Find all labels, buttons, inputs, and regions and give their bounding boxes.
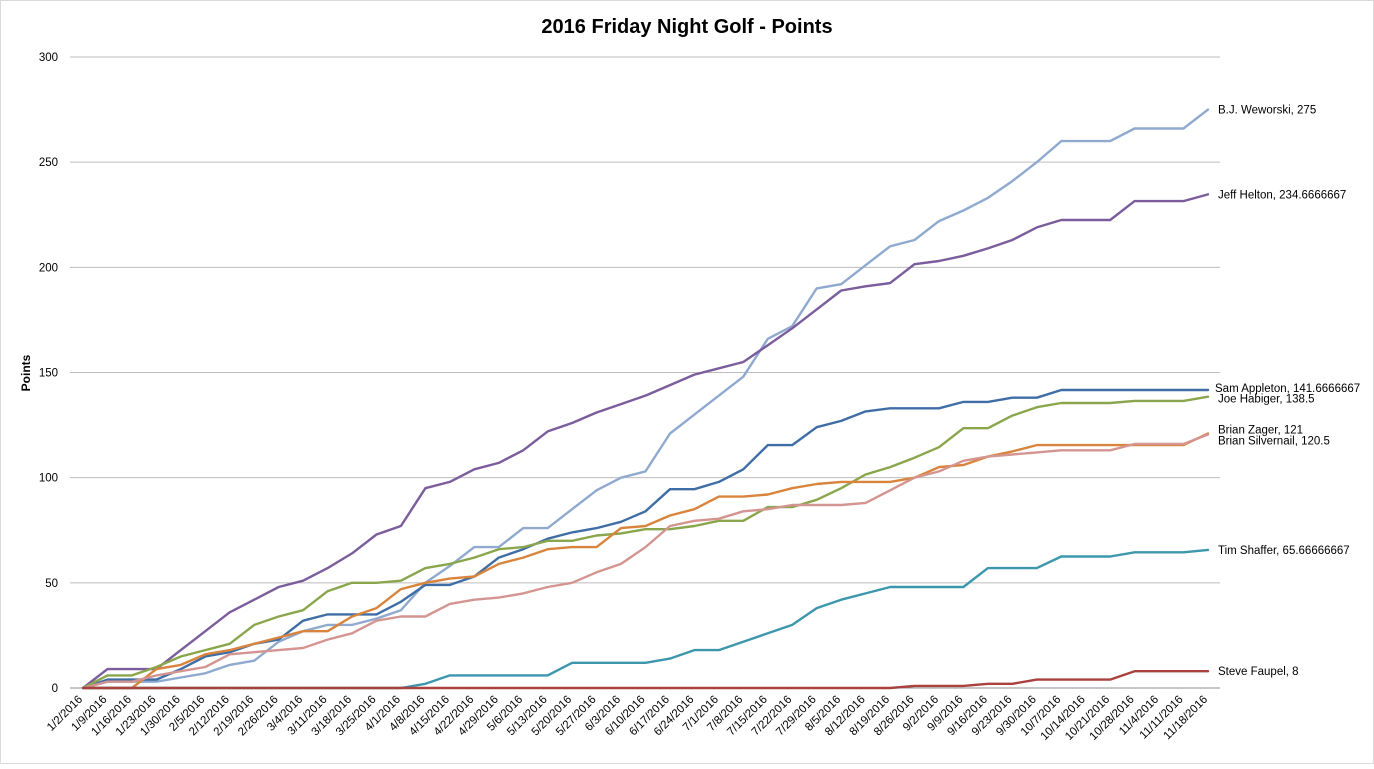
y-axis-ticks: 0 50 100 150 200 250 300 (39, 52, 58, 695)
series-lines (81, 108, 1210, 690)
series-label-sam-appleton: Sam Appleton, 141.6666667 (1215, 383, 1360, 395)
y-tick-label: 0 (52, 683, 58, 695)
series-label-joe-habiger: Joe Habiger, 138.5 (1218, 394, 1315, 406)
chart-title: 2016 Friday Night Golf - Points (541, 16, 832, 38)
series-line-steve-faupel (81, 670, 1210, 690)
series-end-labels: B.J. Weworski, 275 Jeff Helton, 234.66666… (1215, 105, 1360, 679)
series-label-brian-zager: Brian Zager, 121 (1218, 424, 1303, 436)
y-axis-label: Points (19, 354, 33, 391)
series-label-b-j-weworski: B.J. Weworski, 275 (1218, 105, 1316, 117)
series-line-b-j-weworski (81, 108, 1210, 690)
y-tick-label: 150 (39, 368, 58, 380)
series-line-brian-silvernail (81, 433, 1210, 690)
series-line-jeff-helton (81, 193, 1210, 690)
y-tick-label: 300 (39, 52, 58, 64)
series-label-jeff-helton: Jeff Helton, 234.6666667 (1218, 189, 1346, 201)
y-tick-label: 250 (39, 157, 58, 169)
series-line-joe-habiger (81, 395, 1210, 690)
y-tick-label: 200 (39, 262, 58, 274)
series-label-brian-silvernail: Brian Silvernail, 120.5 (1218, 436, 1330, 448)
y-tick-label: 50 (45, 578, 58, 590)
series-line-sam-appleton (81, 388, 1210, 690)
y-tick-label: 100 (39, 473, 58, 485)
series-label-steve-faupel: Steve Faupel, 8 (1218, 666, 1299, 678)
series-label-tim-shaffer: Tim Shaffer, 65.66666667 (1218, 545, 1350, 557)
gridlines (70, 56, 1220, 689)
series-line-brian-zager (81, 432, 1210, 690)
